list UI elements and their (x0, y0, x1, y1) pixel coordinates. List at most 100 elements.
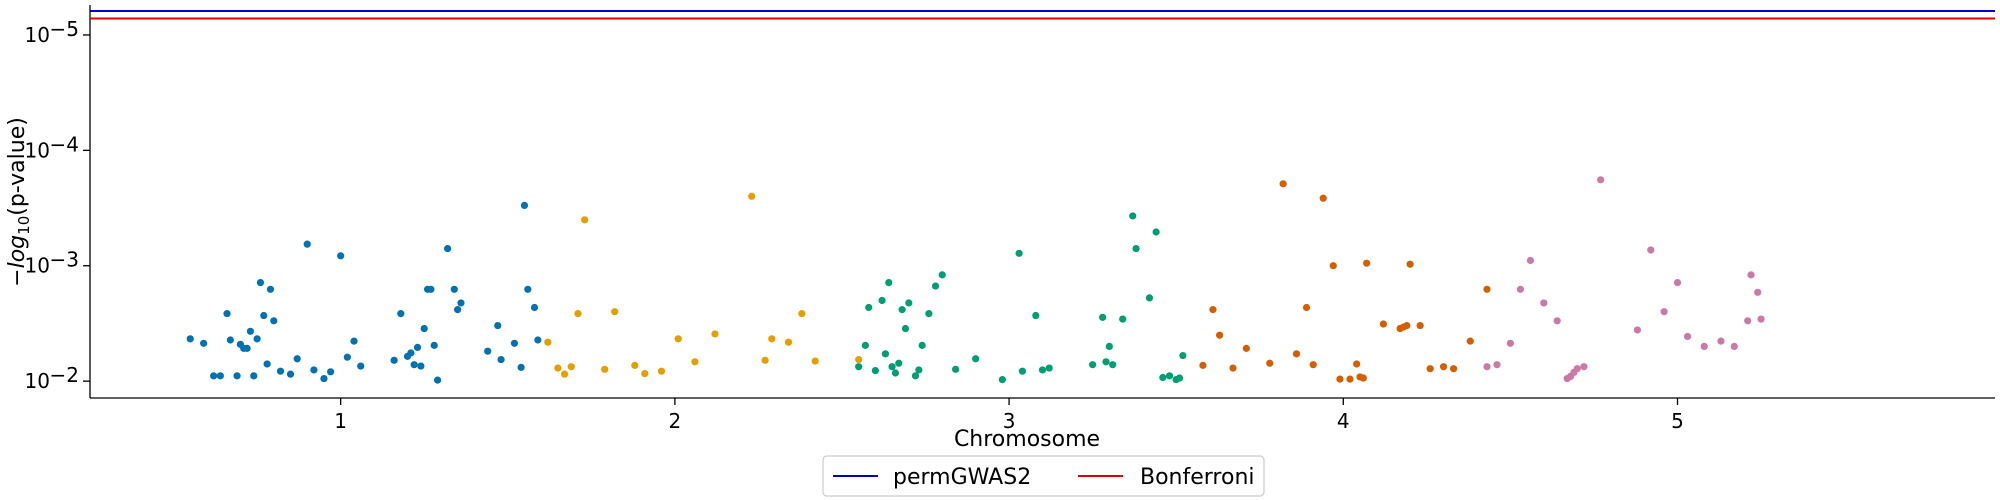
data-point (1754, 288, 1762, 296)
y-tick-exponent-2: −4 (50, 132, 79, 156)
data-point (1553, 317, 1561, 325)
data-point (905, 299, 913, 307)
data-point (433, 376, 442, 384)
y-tick-label-3: 10 (25, 23, 50, 47)
data-point (1089, 361, 1097, 369)
data-point (898, 306, 906, 314)
data-point (1159, 373, 1167, 382)
data-point (200, 339, 208, 347)
data-point (1229, 364, 1237, 372)
data-point (1109, 361, 1117, 369)
y-tick-label-0: 10 (25, 369, 50, 393)
legend: permGWAS2 Bonferroni (822, 455, 1265, 497)
data-point (534, 336, 542, 344)
data-point (1129, 212, 1137, 220)
data-point (1647, 246, 1655, 254)
data-point (1266, 359, 1274, 367)
data-point (320, 374, 328, 383)
y-axis-label-log: log (5, 235, 30, 269)
data-point (925, 310, 933, 318)
x-ticks: 1 2 3 4 5 (334, 398, 1684, 433)
x-tick-label-2: 3 (1003, 409, 1016, 433)
data-point (1757, 315, 1765, 323)
data-point (1747, 271, 1755, 279)
data-point (1102, 358, 1110, 366)
data-point (918, 341, 926, 349)
data-point (530, 303, 539, 312)
data-point (266, 285, 275, 293)
data-point (510, 339, 519, 347)
data-point (901, 324, 910, 333)
data-point (861, 341, 869, 349)
data-point (246, 327, 255, 335)
data-point (1483, 363, 1491, 371)
data-point (1165, 372, 1174, 380)
data-point (881, 350, 890, 358)
data-point (748, 192, 756, 200)
legend-label-bonferroni: Bonferroni (1140, 465, 1255, 490)
data-point (1597, 176, 1605, 184)
x-tick-label-1: 2 (669, 409, 682, 433)
data-point (1242, 344, 1250, 352)
data-point (855, 355, 863, 364)
y-axis-label: −log10(p-value) (5, 117, 33, 287)
data-point (641, 369, 649, 378)
data-point (1105, 342, 1113, 351)
data-point (226, 336, 234, 344)
y-axis-label-prefix: − (5, 268, 30, 286)
data-point (407, 349, 415, 357)
data-point (1683, 332, 1692, 341)
y-tick-label-2: 10 (25, 138, 50, 162)
data-point (768, 335, 776, 343)
data-point (233, 372, 241, 380)
data-point (711, 330, 719, 338)
data-point (517, 363, 525, 371)
data-point (1353, 360, 1361, 368)
data-point (417, 362, 425, 370)
data-point (888, 363, 896, 371)
data-point (430, 341, 438, 349)
data-point (972, 355, 980, 363)
data-point (895, 359, 903, 367)
data-point (1119, 315, 1127, 323)
data-point (343, 353, 351, 361)
data-point (871, 366, 879, 375)
data-point (1744, 317, 1752, 325)
data-point (554, 364, 562, 372)
data-point (397, 310, 405, 318)
data-point (1018, 367, 1027, 375)
data-point (601, 365, 609, 373)
data-point (560, 370, 569, 378)
data-point (1717, 337, 1725, 345)
legend-label-permgwas2: permGWAS2 (893, 465, 1031, 490)
data-point (878, 296, 886, 305)
data-point (1416, 321, 1424, 330)
data-point (1526, 256, 1535, 265)
data-point (1483, 285, 1491, 293)
y-tick-exponent-1: −3 (50, 248, 79, 272)
data-point (1439, 363, 1448, 371)
data-point (1279, 180, 1287, 188)
data-point (931, 282, 940, 290)
data-point (657, 367, 666, 375)
data-point (1730, 342, 1738, 351)
data-point (1216, 331, 1224, 339)
data-point (1132, 244, 1140, 253)
data-point (1406, 260, 1414, 268)
data-point (784, 338, 793, 346)
data-point (761, 356, 769, 364)
data-point (350, 337, 358, 345)
data-point (998, 376, 1006, 384)
data-point (1145, 294, 1154, 302)
data-point (567, 363, 575, 371)
data-point (256, 279, 265, 287)
data-point (1199, 361, 1207, 369)
data-point (1038, 366, 1047, 374)
data-point (1493, 361, 1501, 369)
data-point (1099, 313, 1107, 321)
data-point (1309, 361, 1317, 369)
x-tick-label-0: 1 (334, 409, 347, 433)
data-point (494, 321, 502, 330)
data-point (454, 306, 462, 314)
data-point (210, 372, 218, 380)
